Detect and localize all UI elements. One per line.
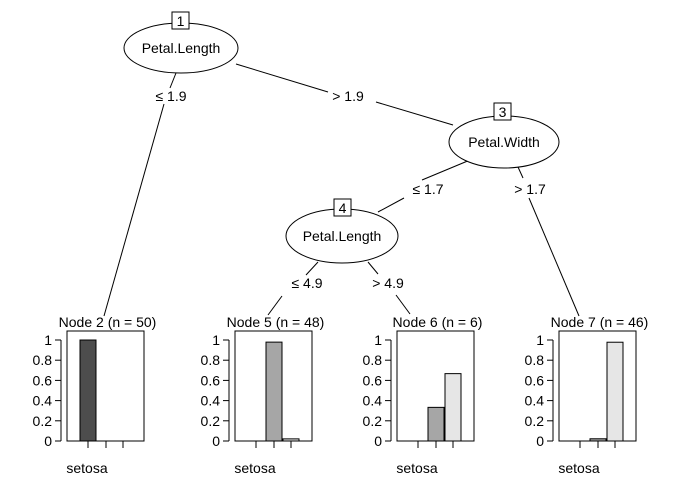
edge-3-7-upper — [517, 166, 524, 179]
y-tick-label: 0 — [536, 433, 544, 449]
x-axis-label: setosa — [234, 460, 275, 476]
y-tick-label: 1 — [44, 332, 52, 348]
bar-class-2 — [589, 438, 607, 442]
inner-node-3: Petal.Width 3 — [448, 102, 560, 169]
y-tick-label: 0.4 — [33, 393, 53, 409]
edge-1-2-lower — [103, 103, 165, 317]
y-tick-label: 0.4 — [525, 393, 545, 409]
y-tick-label: 0.8 — [33, 352, 53, 368]
edge-4-6-upper — [367, 261, 379, 275]
y-tick-label: 0.2 — [201, 413, 221, 429]
y-tick-label: 0 — [44, 433, 52, 449]
edge-4-5-upper — [305, 261, 319, 276]
leaf-title: Node 7 (n = 46) — [551, 314, 649, 330]
y-tick-label: 0.8 — [525, 352, 545, 368]
node-id-box — [171, 11, 190, 30]
bar-class-2 — [427, 406, 445, 442]
x-axis-label: setosa — [558, 460, 599, 476]
bar-class-3 — [444, 373, 462, 442]
node-variable-label: Petal.Length — [142, 40, 221, 56]
y-tick-label: 0.8 — [201, 352, 221, 368]
leaf-node-7: Node 7 (n = 46) 1 0.8 0.6 0.4 0.2 0 setosa — [525, 314, 649, 476]
edge-1-2-upper — [169, 72, 177, 89]
x-axis-label: setosa — [396, 460, 437, 476]
node-id-box — [493, 102, 512, 121]
y-tick-label: 0.6 — [33, 372, 53, 388]
y-tick-label: 0.2 — [33, 413, 53, 429]
bar-class-3 — [282, 438, 300, 442]
leaf-title: Node 2 (n = 50) — [59, 314, 157, 330]
edge-1-3-upper — [235, 63, 329, 93]
node-id-box — [333, 198, 352, 217]
edge-4-6-lower — [395, 294, 411, 315]
y-tick-label: 0.4 — [201, 393, 221, 409]
y-tick-label: 0.6 — [363, 372, 383, 388]
leaf-node-5: Node 5 (n = 48) 1 0.8 0.6 0.4 0.2 0 setosa — [201, 314, 325, 476]
edge-label-1-3: > 1.9 — [332, 88, 364, 104]
tree-edges — [103, 63, 580, 317]
edge-label-4-5: ≤ 4.9 — [291, 275, 322, 291]
y-tick-label: 1 — [536, 332, 544, 348]
leaf-plot-frame — [66, 330, 145, 442]
leaf-node-6: Node 6 (n = 6) 1 0.8 0.6 0.4 0.2 0 setosa — [363, 314, 483, 476]
edge-label-3-4: ≤ 1.7 — [412, 181, 443, 197]
edge-label-1-2: ≤ 1.9 — [155, 88, 186, 104]
bar-class-2 — [265, 341, 283, 442]
x-axis-label: setosa — [66, 460, 107, 476]
edge-labels: ≤ 1.9 > 1.9 ≤ 1.7 > 1.7 ≤ 4.9 > 4.9 — [155, 88, 545, 291]
node-id-label: 4 — [339, 200, 347, 216]
leaf-plot-frame — [558, 330, 637, 442]
leaf-node-2: Node 2 (n = 50) 1 0.8 0.6 0.4 0.2 0 setosa — [33, 314, 157, 476]
node-id-label: 3 — [499, 104, 507, 120]
edge-3-7-lower — [528, 197, 580, 317]
y-tick-label: 0.4 — [363, 393, 383, 409]
y-tick-label: 1 — [212, 332, 220, 348]
edge-label-4-6: > 4.9 — [372, 275, 404, 291]
y-tick-label: 0.2 — [363, 413, 383, 429]
edge-4-5-lower — [267, 295, 283, 316]
y-tick-label: 0 — [374, 433, 382, 449]
y-tick-label: 0.6 — [201, 372, 221, 388]
y-tick-label: 0 — [212, 433, 220, 449]
leaf-panels: Node 2 (n = 50)10.80.60.40.20setosaNode … — [33, 314, 649, 476]
bar-class-1 — [79, 339, 97, 442]
y-tick-label: 0.2 — [525, 413, 545, 429]
edge-3-4-lower — [377, 197, 405, 213]
leaf-title: Node 5 (n = 48) — [227, 314, 325, 330]
node-variable-label: Petal.Width — [468, 134, 540, 150]
edge-label-3-7: > 1.7 — [514, 181, 546, 197]
y-tick-label: 0.8 — [363, 352, 383, 368]
node-id-label: 1 — [177, 13, 185, 29]
y-tick-label: 1 — [374, 332, 382, 348]
inner-node-4: Petal.Length 4 — [285, 198, 399, 264]
edge-3-4-upper — [421, 159, 471, 181]
y-tick-label: 0.6 — [525, 372, 545, 388]
node-variable-label: Petal.Length — [303, 228, 382, 244]
leaf-title: Node 6 (n = 6) — [393, 314, 483, 330]
edge-1-3-lower — [375, 101, 454, 126]
bar-class-3 — [606, 341, 624, 442]
inner-node-1: Petal.Length 1 — [123, 11, 239, 74]
